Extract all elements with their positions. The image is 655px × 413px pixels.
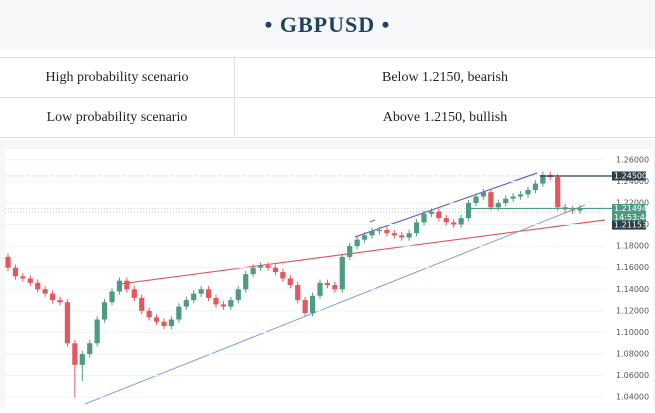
candle-body [570,209,575,210]
cell: Low probability scenario [0,98,235,138]
header: • GBPUSD • [0,0,655,50]
y-tick-label: 1.18000 [616,242,649,251]
candle-body [555,177,560,207]
price-tag-label: 1.24500 [614,171,647,180]
price-tag-label: 1.21494 [614,204,647,213]
candle-body [161,322,166,326]
candle-body [243,274,248,289]
candle-body [213,298,218,304]
bullet: • [375,12,390,38]
candle-body [109,291,114,302]
candle-body [511,196,516,198]
candle-body [473,196,478,202]
candle-body [50,294,55,300]
y-tick-label: 1.08000 [616,350,649,359]
candle-body [355,240,360,246]
candle-body [377,230,382,231]
candle-body [184,300,189,306]
candle-body [206,289,211,298]
candle-body [20,276,25,278]
candle-body [503,199,508,203]
candle-body [392,233,397,235]
candle-body [154,317,159,321]
candle-body [191,294,196,300]
candle-body [496,203,501,207]
y-tick-label: 1.26000 [616,155,649,164]
title: GBPUSD [280,12,375,38]
candle-body [295,285,300,300]
candle-body [147,311,152,317]
candle-body [518,194,523,196]
candle-body [199,289,204,293]
bullet: • [265,12,280,38]
candle-body [43,289,48,293]
candle-body [525,190,530,194]
candle-body [421,214,426,223]
candle-body [310,296,315,313]
candle-body [451,222,456,224]
candle-body [251,268,256,274]
candle-body [35,283,40,289]
chart-area: 1.04000 1.06000 1.08000 1.10000 1.12000 1.140… [0,140,655,408]
candle-body [265,266,270,268]
candle-body [436,212,441,218]
candle-body [87,343,92,354]
candle-body [117,281,122,292]
price-tag-label: 1.21153 [614,221,647,230]
candle-body [176,307,181,320]
y-tick-label: 1.06000 [616,371,649,380]
candle-body [303,300,308,313]
candle-body [407,233,412,237]
candle-body [228,300,233,306]
candle-body [139,298,144,311]
candle-body [340,257,345,289]
candle-body [533,184,538,190]
candle-body [102,302,107,319]
candle-body [362,235,367,239]
candle-body [369,231,374,235]
candle-body [332,285,337,289]
candle-body [347,246,352,257]
candle-body [28,279,33,283]
candle-body [221,304,226,306]
cell: High probability scenario [0,58,235,98]
candle-body [288,279,293,285]
candle-body [124,281,129,290]
candle-body [317,283,322,296]
y-tick-label: 1.14000 [616,285,649,294]
candle-body [384,230,389,233]
cell: Below 1.2150, bearish [235,58,655,98]
candle-body [258,266,263,268]
candle-body [65,302,70,343]
candle-body [399,235,404,237]
candle-body [280,272,285,278]
candle-body [95,320,100,344]
y-tick-label: 1.04000 [616,393,649,402]
candle-body [5,257,10,268]
candle-body [80,354,85,365]
cell: Above 1.2150, bullish [235,98,655,138]
candle-body [488,192,493,207]
candle-body [57,300,62,302]
candle-body [414,222,419,233]
candle-body [236,289,241,300]
y-tick-label: 1.12000 [616,306,649,315]
candle-body [466,203,471,218]
candle-body [13,268,18,277]
chart: 1.04000 1.06000 1.08000 1.10000 1.12000 1.140… [0,140,655,408]
candle-body [325,283,330,285]
candle-body [481,192,486,196]
candle-body [132,289,137,298]
y-tick-label: 1.16000 [616,263,649,272]
candle-body [273,268,278,272]
y-tick-label: 1.10000 [616,328,649,337]
candle-body [72,343,77,365]
candle-body [444,218,449,222]
candle-body [169,320,174,326]
candle-body [459,218,464,224]
